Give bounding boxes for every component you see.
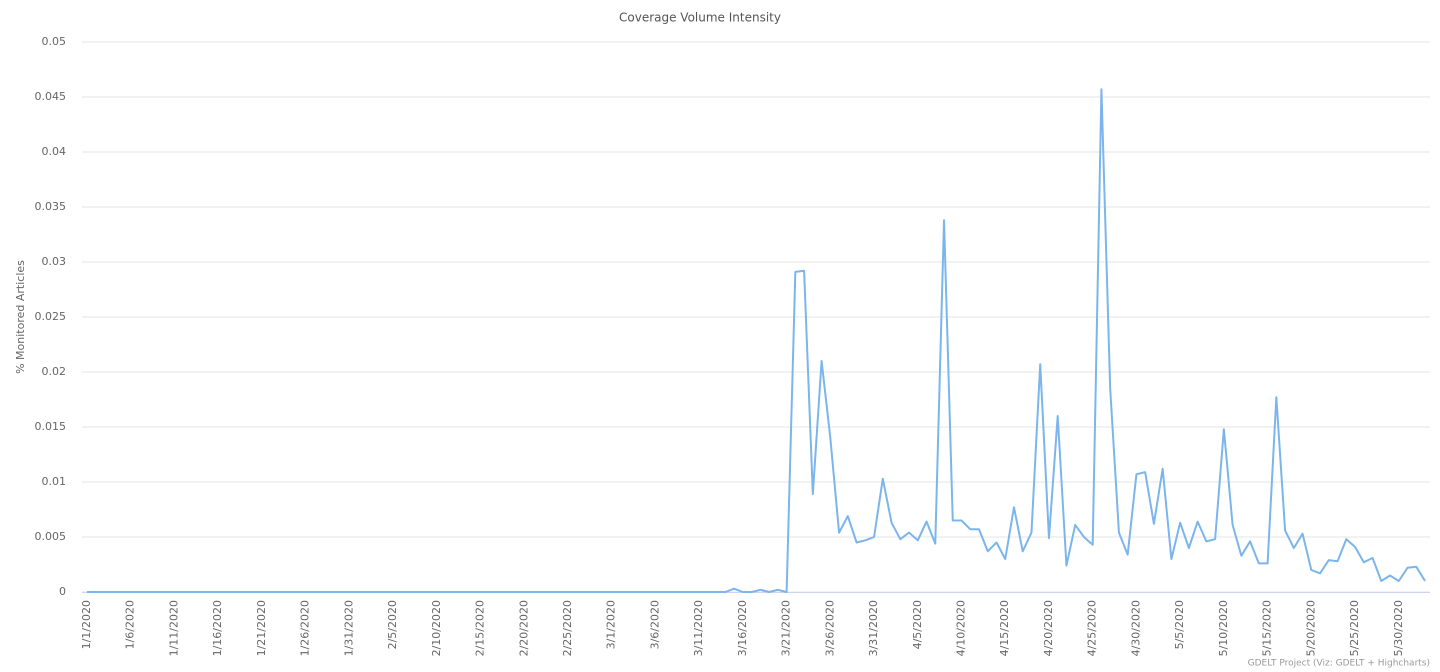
y-tick-label: 0.035	[35, 200, 67, 213]
x-tick-label: 5/20/2020	[1304, 600, 1317, 656]
y-axis-label: % Monitored Articles	[14, 260, 27, 374]
x-tick-label: 5/5/2020	[1173, 600, 1186, 649]
x-tick-label: 4/30/2020	[1129, 600, 1142, 656]
x-tick-label: 3/16/2020	[736, 600, 749, 656]
x-tick-label: 2/20/2020	[517, 600, 530, 656]
y-tick-label: 0.025	[35, 310, 67, 323]
x-tick-label: 5/25/2020	[1348, 600, 1361, 656]
x-tick-label: 3/11/2020	[692, 600, 705, 656]
x-tick-label: 1/6/2020	[124, 600, 137, 649]
data-line	[87, 88, 1426, 593]
y-tick-label: 0.02	[42, 365, 67, 378]
x-tick-label: 1/31/2020	[342, 600, 355, 656]
x-tick-label: 2/5/2020	[386, 600, 399, 649]
y-tick-label: 0.005	[35, 530, 67, 543]
x-tick-label: 4/25/2020	[1086, 600, 1099, 656]
x-tick-label: 2/15/2020	[474, 600, 487, 656]
x-tick-label: 4/15/2020	[998, 600, 1011, 656]
y-tick-label: 0.045	[35, 90, 67, 103]
x-tick-label: 2/25/2020	[561, 600, 574, 656]
x-tick-label: 3/6/2020	[648, 600, 661, 649]
y-tick-label: 0.01	[42, 475, 67, 488]
x-tick-label: 1/11/2020	[167, 600, 180, 656]
y-tick-label: 0.04	[42, 145, 67, 158]
x-tick-label: 5/30/2020	[1392, 600, 1405, 656]
x-tick-label: 3/1/2020	[605, 600, 618, 649]
chart-title: Coverage Volume Intensity	[619, 11, 781, 25]
x-tick-label: 2/10/2020	[430, 600, 443, 656]
credit: GDELT Project (Viz: GDELT + Highcharts)	[1248, 659, 1430, 669]
x-tick-label: 4/10/2020	[955, 600, 968, 656]
y-tick-label: 0	[59, 585, 66, 598]
x-tick-label: 1/1/2020	[80, 600, 93, 649]
x-tick-label: 4/20/2020	[1042, 600, 1055, 656]
x-tick-label: 5/10/2020	[1217, 600, 1230, 656]
y-tick-label: 0.015	[35, 420, 67, 433]
y-tick-label: 0.05	[42, 35, 67, 48]
y-tick-label: 0.03	[42, 255, 67, 268]
x-tick-label: 5/15/2020	[1261, 600, 1274, 656]
x-tick-label: 1/16/2020	[211, 600, 224, 656]
x-tick-label: 3/26/2020	[823, 600, 836, 656]
x-tick-label: 1/26/2020	[299, 600, 312, 656]
x-tick-label: 3/21/2020	[780, 600, 793, 656]
x-tick-label: 3/31/2020	[867, 600, 880, 656]
x-tick-label: 1/21/2020	[255, 600, 268, 656]
x-tick-label: 4/5/2020	[911, 600, 924, 649]
